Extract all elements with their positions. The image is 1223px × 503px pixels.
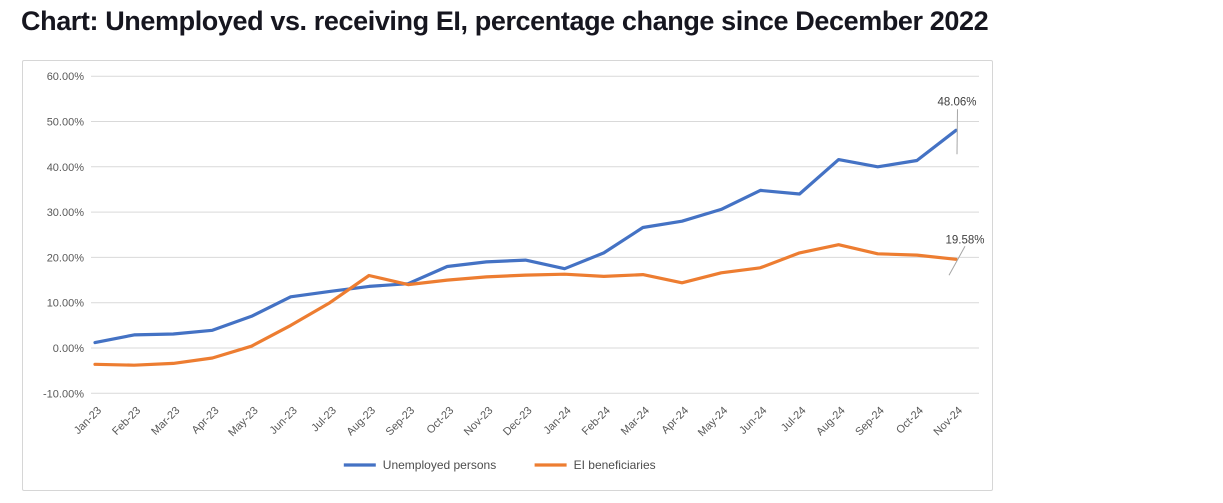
legend-item-unemployed-persons: Unemployed persons bbox=[343, 458, 496, 472]
legend: Unemployed persons EI beneficiaries bbox=[343, 458, 656, 472]
x-tick-label: Sep-23 bbox=[384, 405, 418, 439]
y-axis-labels: 60.00% 50.00% 40.00% 30.00% 20.00% 10.00% 0.00… bbox=[43, 71, 84, 400]
x-tick-label: Jan-23 bbox=[72, 405, 104, 437]
chart-card: 60.00% 50.00% 40.00% 30.00% 20.00% 10.00% 0.00… bbox=[22, 60, 993, 491]
data-label-unemployed-persons: 48.06% bbox=[937, 96, 977, 155]
x-tick-label: Dec-23 bbox=[501, 405, 535, 439]
x-tick-label: Oct-23 bbox=[425, 405, 457, 437]
data-label-text: 19.58% bbox=[945, 234, 984, 246]
data-label-ei-beneficiaries: 19.58% bbox=[945, 234, 985, 276]
y-tick-label: 60.00% bbox=[47, 71, 85, 83]
x-tick-label: Apr-23 bbox=[190, 405, 222, 437]
data-label-leader-line bbox=[948, 246, 966, 276]
x-tick-label: May-23 bbox=[226, 405, 260, 439]
x-tick-label: Feb-24 bbox=[580, 405, 613, 438]
series-line-unemployed-persons bbox=[93, 128, 958, 345]
x-tick-label: Apr-24 bbox=[659, 405, 691, 437]
x-tick-label: Nov-23 bbox=[462, 405, 496, 439]
y-tick-label: 10.00% bbox=[47, 298, 85, 310]
x-tick-label: Jul-23 bbox=[309, 405, 339, 435]
x-tick-label: Feb-23 bbox=[110, 405, 143, 438]
x-tick-label: May-24 bbox=[696, 405, 730, 439]
x-tick-label: Jul-24 bbox=[779, 405, 809, 435]
legend-label: Unemployed persons bbox=[383, 458, 496, 472]
y-tick-label: 50.00% bbox=[47, 117, 85, 129]
gridlines bbox=[91, 75, 979, 394]
x-tick-label: Mar-23 bbox=[149, 405, 182, 438]
chart-title: Chart: Unemployed vs. receiving EI, perc… bbox=[21, 6, 989, 36]
data-label-leader-line bbox=[956, 109, 958, 155]
x-tick-label: Sep-24 bbox=[853, 405, 887, 439]
legend-label: EI beneficiaries bbox=[574, 458, 656, 472]
x-tick-label: Jan-24 bbox=[541, 405, 573, 437]
data-label-text: 48.06% bbox=[937, 96, 976, 108]
x-axis-labels: Jan-23 Feb-23 Mar-23 Apr-23 May-23 Jun-23 Jul-… bbox=[72, 405, 965, 439]
x-tick-label: Jun-23 bbox=[268, 405, 300, 437]
line-chart: 60.00% 50.00% 40.00% 30.00% 20.00% 10.00% 0.00… bbox=[43, 71, 985, 472]
x-tick-label: Mar-24 bbox=[619, 405, 652, 438]
y-tick-label: 20.00% bbox=[47, 252, 85, 264]
x-tick-label: Jun-24 bbox=[737, 405, 769, 437]
series-line-ei-beneficiaries bbox=[93, 243, 958, 367]
y-tick-label: -10.00% bbox=[43, 388, 84, 400]
x-tick-label: Oct-24 bbox=[894, 405, 926, 437]
x-tick-label: Aug-24 bbox=[814, 405, 848, 439]
legend-item-ei-beneficiaries: EI beneficiaries bbox=[534, 458, 656, 472]
y-tick-label: 40.00% bbox=[47, 162, 85, 174]
y-tick-label: 30.00% bbox=[47, 207, 85, 219]
x-tick-label: Nov-24 bbox=[932, 405, 966, 439]
x-tick-label: Aug-23 bbox=[344, 405, 378, 439]
y-tick-label: 0.00% bbox=[53, 343, 84, 355]
